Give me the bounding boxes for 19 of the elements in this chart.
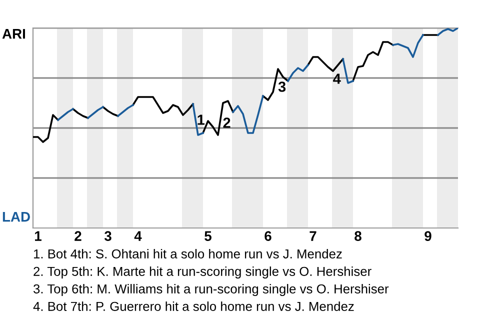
x-tick-label: 8 [354, 231, 362, 241]
x-tick-label: 6 [264, 231, 272, 241]
x-tick-label: 4 [134, 231, 142, 241]
text: ARI [2, 29, 25, 39]
x-tick-label: 2 [74, 231, 82, 241]
annotation: 2 [223, 118, 230, 128]
x-tick-label: 5 [204, 231, 212, 241]
x-tick-label: 7 [310, 231, 316, 241]
text: 2. Top 5th: K. Marte hit a run-scoring single vs O. Hershiser [34, 266, 372, 279]
text: 3. Top 6th: M. Williams hit a run-scoring single vs O. Hershiser [33, 284, 389, 296]
x-tick-label: 9 [424, 231, 432, 241]
annotation: 4 [333, 74, 341, 84]
text: 1. Bot 4th: S. Ohtani hit a solo home run vs J. Mendez [34, 248, 342, 258]
annotation: 1 [198, 114, 205, 125]
x-tick-label: 1 [35, 231, 42, 241]
text: LAD [2, 212, 30, 222]
text: 4. Bot 7th: P. Guerrero hit a solo home run vs J. Mendez [33, 301, 354, 311]
x-tick-label: 3 [104, 231, 112, 241]
annotation: 3 [278, 82, 286, 92]
